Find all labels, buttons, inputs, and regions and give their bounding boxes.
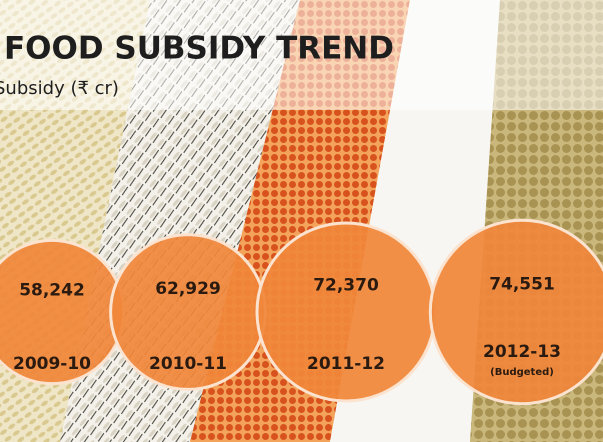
chart-subtitle: Subsidy (₹ cr) [0,78,119,99]
category-label: 2010-11 [149,354,227,374]
category-label: 2011-12 [307,354,385,374]
category-note: (Budgeted) [490,367,554,378]
category-label: 2009-10 [13,354,91,374]
value-label: 58,242 [19,281,85,301]
bubble [428,218,603,406]
bubble [255,221,437,403]
chart-title: FOOD SUBSIDY TREND [4,31,394,67]
value-label: 72,370 [313,275,379,295]
category-label: 2012-13 [483,342,561,362]
value-label: 74,551 [489,274,555,294]
value-label: 62,929 [155,279,221,299]
